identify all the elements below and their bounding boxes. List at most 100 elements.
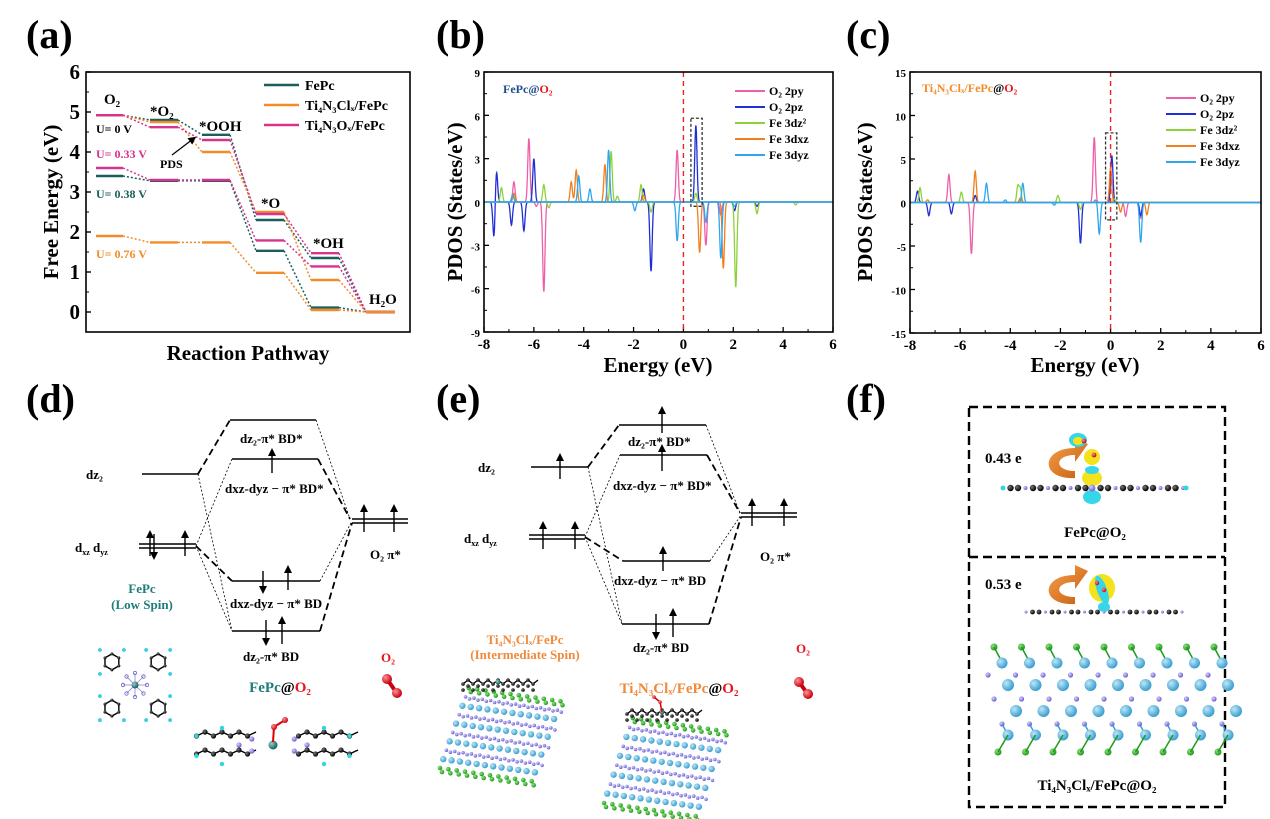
step-connector (229, 180, 257, 252)
pdos-series-fe_3dyz (910, 182, 1261, 243)
y-axis-title-a: Free Energy (eV) (39, 125, 63, 280)
correlation-lines-e (584, 424, 742, 625)
pds-arrow (171, 136, 197, 156)
electrons-dxz-dyz-left (146, 530, 189, 560)
label-dz2-bd: dz₂-π* BD (243, 649, 299, 664)
label-dxz-bd-e: dxz-dyz − π* BD (614, 573, 706, 588)
y-tick-label: -5 (897, 242, 907, 254)
step-connector (283, 250, 312, 308)
complex-d-fepc: FePc (249, 680, 281, 696)
plot-c: -8 -6 -4 -2 0 2 4 6 -15 -10 -5 0 5 10 15 (891, 68, 1265, 354)
x-axis-title-a: Reaction Pathway (167, 341, 330, 365)
step-connector (229, 179, 257, 241)
legend-label-ti4n3ox: Ti₄N₃Oₓ/FePc (305, 119, 385, 134)
panel-label-a: (a) (26, 12, 73, 57)
y-tick-label-a: 0 (70, 300, 81, 324)
fepc-name-d: FePc (128, 581, 156, 596)
step-connector (122, 114, 151, 123)
y-tick-label-a: 1 (70, 260, 81, 284)
complex-name-e: Ti₄N₃Clₓ/FePc@O₂ (620, 681, 739, 697)
potential-u0: U= 0 V (96, 122, 132, 136)
charge-transfer-arrow-bottom (1048, 565, 1088, 605)
label-dxz-dyz-left-e: dxz dyz (464, 531, 497, 548)
panel-d-mo-diagram-fepc: (d) dz₂ dxz dyz dz₂-π* BD* dxz-dyz − π* … (26, 376, 408, 767)
panel-label-d: (d) (26, 376, 75, 421)
o2-molecule-label-e: O₂ (796, 641, 810, 656)
support-name-e: Ti₄N₃Clₓ/FePc (487, 632, 564, 647)
y-axis-a: 0 1 2 3 4 5 6 (70, 60, 91, 324)
label-dxz-bd-star-e: dxz-dyz − π* BD* (613, 478, 712, 493)
x-tick-label: 0 (680, 337, 688, 353)
label-star-ooh: *OOH (199, 119, 242, 135)
y-tick-label: -10 (891, 286, 906, 298)
charge-density-frame (967, 405, 1227, 809)
fepc-molecule-top-view (98, 648, 172, 722)
legend-label-o2_2pz: O₂ 2pz (769, 100, 804, 114)
highlight-box (690, 117, 703, 207)
x-tick-label: 2 (1157, 338, 1165, 354)
legend-label-o2_2py: O₂ 2py (769, 84, 804, 98)
y-tick-label-a: 5 (70, 100, 81, 124)
panel-f-charge-density: (f) 0.43 e FePc@O₂ 0.53 e Ti₄N₃Clₓ/FePc@… (846, 376, 1242, 809)
y-tick-label-a: 6 (70, 60, 81, 84)
y-tick-label: 0 (901, 199, 907, 211)
o2-molecule-model-d (382, 674, 402, 698)
step-connector (229, 134, 257, 221)
x-tick-label: -4 (577, 337, 590, 353)
y-tick-label: -15 (891, 329, 906, 341)
label-dxz-bd-star: dxz-dyz − π* BD* (225, 481, 324, 496)
step-connector (283, 219, 312, 259)
panel-a-free-energy: (a) 0 1 2 3 4 5 6 Free Energy (eV) Reaction Pa… (26, 12, 411, 365)
label-dxz-dyz-left: dxz dyz (75, 540, 108, 557)
y-tick-label: 6 (475, 111, 481, 123)
x-axis-title-c: Energy (eV) (1030, 353, 1139, 377)
step-connectors-a (122, 114, 367, 313)
step-connector (229, 139, 257, 215)
chart-title-c: Ti₄N₃Clₓ/FePc@O₂ (922, 81, 1018, 95)
complex-name-f-bottom: Ti₄N₃Clₓ/FePc@O₂ (1038, 778, 1157, 794)
fepc-o2-charge-density-model (1000, 433, 1189, 504)
title-c-at: @ (993, 81, 1004, 95)
step-connector (338, 252, 367, 313)
step-connector (229, 241, 257, 274)
y-tick-label: -3 (471, 241, 481, 253)
step-connector (177, 121, 203, 153)
fepc-o2-molecule-side-view (193, 717, 359, 767)
step-connector (338, 309, 367, 313)
y-tick-label-a: 4 (70, 140, 81, 164)
charge-transfer-top: 0.43 e (985, 451, 1022, 467)
panel-c-pdos-ti4n3clx: (c) -8 -6 -4 -2 0 2 4 6 -15 -10 -5 0 5 10 15 PDOS (Sta… (846, 12, 1265, 377)
ti4n3clx-fepc-o2-charge-density-model (985, 574, 1242, 756)
y-tick-label: -6 (471, 285, 481, 297)
legend-label-fe_3dz2: Fe 3dz² (1200, 123, 1238, 137)
y-tick-label: 10 (895, 112, 907, 124)
y-tick-label: 9 (475, 68, 481, 80)
potential-labels-a: U= 0 V U= 0.33 V U= 0.38 V U= 0.76 V (96, 122, 147, 261)
label-o2-pi-star-e: O₂ π* (760, 549, 791, 564)
legend-label-o2_2pz: O₂ 2pz (1200, 107, 1235, 121)
step-connector (122, 235, 151, 244)
legend-label-fepc: FePc (305, 79, 335, 94)
label-dz2-bd-e: dz₂-π* BD (633, 640, 689, 655)
chart-title-b: FePc@O₂ (503, 82, 553, 96)
o2-molecule-label-d: O₂ (381, 650, 395, 665)
legend-label-fe_3dyz: Fe 3dyz (1200, 155, 1240, 169)
complex-e-at: @ (708, 681, 722, 697)
step-connector (122, 167, 151, 181)
pdos-series-fe_3dxz (910, 165, 1261, 216)
legend-a: FePc Ti₄N₃Clₓ/FePc Ti₄N₃Oₓ/FePc (264, 79, 388, 134)
y-tick-label-a: 3 (70, 180, 81, 204)
x-tick-label: 2 (730, 337, 738, 353)
x-tick-label: 4 (779, 337, 787, 353)
panel-label-e: (e) (436, 376, 480, 421)
intermediate-labels-a: O₂ *O₂ *OOH *O *OH H₂O (104, 92, 397, 308)
step-connector (122, 175, 151, 182)
x-tick-label: -2 (1054, 338, 1067, 354)
step-connector (338, 257, 367, 313)
energy-levels-a (96, 113, 395, 314)
y-tick-label: 5 (901, 155, 907, 167)
step-connector (338, 266, 367, 313)
step-connector (122, 114, 151, 128)
label-dz2-bd-star: dz₂-π* BD* (240, 431, 303, 446)
